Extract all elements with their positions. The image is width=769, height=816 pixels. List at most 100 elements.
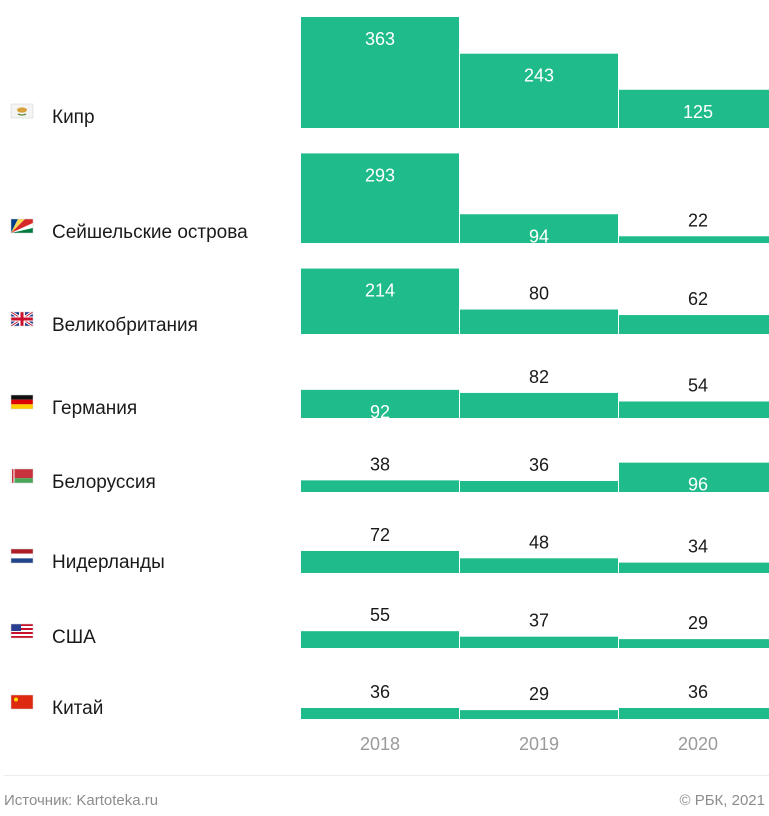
data-label: 62 (688, 289, 708, 309)
bar (301, 631, 459, 648)
flag-ornament (12, 469, 14, 483)
flag-border (10, 218, 34, 234)
bar (460, 309, 618, 334)
bar-chart: Кипр 363 243 125 Сейшельские острова 293 94 22 В… (10, 17, 769, 754)
flag-stripe-white (11, 553, 33, 559)
germany-flag-icon (10, 394, 34, 410)
data-label: 37 (529, 611, 549, 631)
bar (619, 462, 769, 492)
flag-stripe (11, 634, 33, 636)
cyprus-flag-icon (10, 103, 34, 119)
china-flag-icon (10, 694, 34, 710)
data-label: 293 (365, 165, 395, 185)
bar (301, 268, 459, 334)
bar (301, 17, 459, 128)
chart-row: Нидерланды 72 48 34 (10, 525, 769, 573)
country-label: Сейшельские острова (52, 222, 248, 243)
x-tick-label: 2020 (678, 734, 718, 754)
flag-border (10, 394, 34, 410)
data-label: 363 (365, 29, 395, 49)
copyright-note: © РБК, 2021 (679, 792, 765, 809)
bar (619, 89, 769, 128)
flag-stripe-red (11, 469, 33, 479)
bar (460, 392, 618, 418)
bar (619, 236, 769, 243)
data-label: 36 (688, 682, 708, 702)
data-label: 55 (370, 605, 390, 625)
bar (619, 315, 769, 334)
data-label: 38 (370, 454, 390, 474)
flag-border (10, 623, 34, 639)
bar (619, 562, 769, 573)
country-label: Белоруссия (52, 472, 156, 493)
country-label: Германия (52, 398, 137, 419)
data-label: 29 (529, 684, 549, 704)
flag-stripe-gold (11, 404, 33, 409)
usa-flag-icon (10, 623, 34, 639)
country-label: США (52, 627, 96, 648)
data-label: 36 (529, 455, 549, 475)
flag-cross-red-h (11, 317, 33, 321)
x-tick-label: 2018 (360, 734, 400, 754)
chart-row: Китай 36 29 36 (10, 682, 769, 719)
data-label: 54 (688, 375, 708, 395)
bar (460, 53, 618, 128)
chart-row: Германия 92 82 54 (10, 367, 769, 422)
data-label: 22 (688, 210, 708, 230)
flag-branches (17, 113, 27, 116)
flag-ray-red (11, 219, 33, 233)
country-label: Китай (52, 698, 103, 719)
flag-stripe (11, 636, 33, 638)
flag-stripe (11, 632, 33, 634)
chart-row: Кипр 363 243 125 (10, 17, 769, 128)
data-label: 92 (370, 402, 390, 422)
data-label: 94 (529, 226, 549, 246)
flag-border (10, 548, 34, 564)
data-label: 36 (370, 682, 390, 702)
country-label: Нидерланды (52, 552, 165, 573)
bar (301, 480, 459, 492)
flag-field (11, 695, 33, 709)
belarus-flag-icon (10, 468, 34, 484)
bar (460, 214, 618, 243)
data-label: 80 (529, 284, 549, 304)
bar (301, 550, 459, 573)
flag-ray-green (11, 228, 33, 233)
bar (460, 480, 618, 492)
flag-ray-white (11, 223, 33, 233)
flag-stripe (11, 624, 33, 626)
flag-border (10, 311, 34, 327)
country-label: Кипр (52, 107, 95, 128)
data-label: 82 (529, 367, 549, 387)
flag-island (17, 107, 27, 113)
bar (460, 710, 618, 719)
bar (301, 153, 459, 243)
x-tick-label: 2019 (519, 734, 559, 754)
seychelles-flag-icon (10, 218, 34, 234)
data-label: 96 (688, 475, 708, 495)
flag-stripe-black (11, 395, 33, 400)
flag-canton (11, 624, 21, 631)
flag-stripe (11, 628, 33, 630)
flag-stripe (11, 630, 33, 632)
data-label: 214 (365, 281, 395, 301)
flag-border (10, 694, 34, 710)
flag-stripe-red (11, 399, 33, 405)
source-note: Источник: Kartoteka.ru (4, 792, 159, 809)
data-label: 48 (529, 532, 549, 552)
flag-stripe (11, 626, 33, 628)
flag-stripe-blue (11, 558, 33, 563)
footer-divider (4, 775, 769, 776)
bar (619, 639, 769, 648)
data-label: 29 (688, 613, 708, 633)
country-label: Великобритания (52, 315, 198, 336)
uk-flag-icon (10, 310, 34, 328)
flag-stripe-red (11, 549, 33, 554)
chart-row: Великобритания 214 80 62 (10, 268, 769, 336)
flag-star (14, 697, 18, 702)
netherlands-flag-icon (10, 548, 34, 564)
data-label: 125 (683, 102, 713, 122)
bar (619, 707, 769, 719)
chart-row: Сейшельские острова 293 94 22 (10, 153, 769, 246)
chart-row: США 55 37 29 (10, 605, 769, 648)
